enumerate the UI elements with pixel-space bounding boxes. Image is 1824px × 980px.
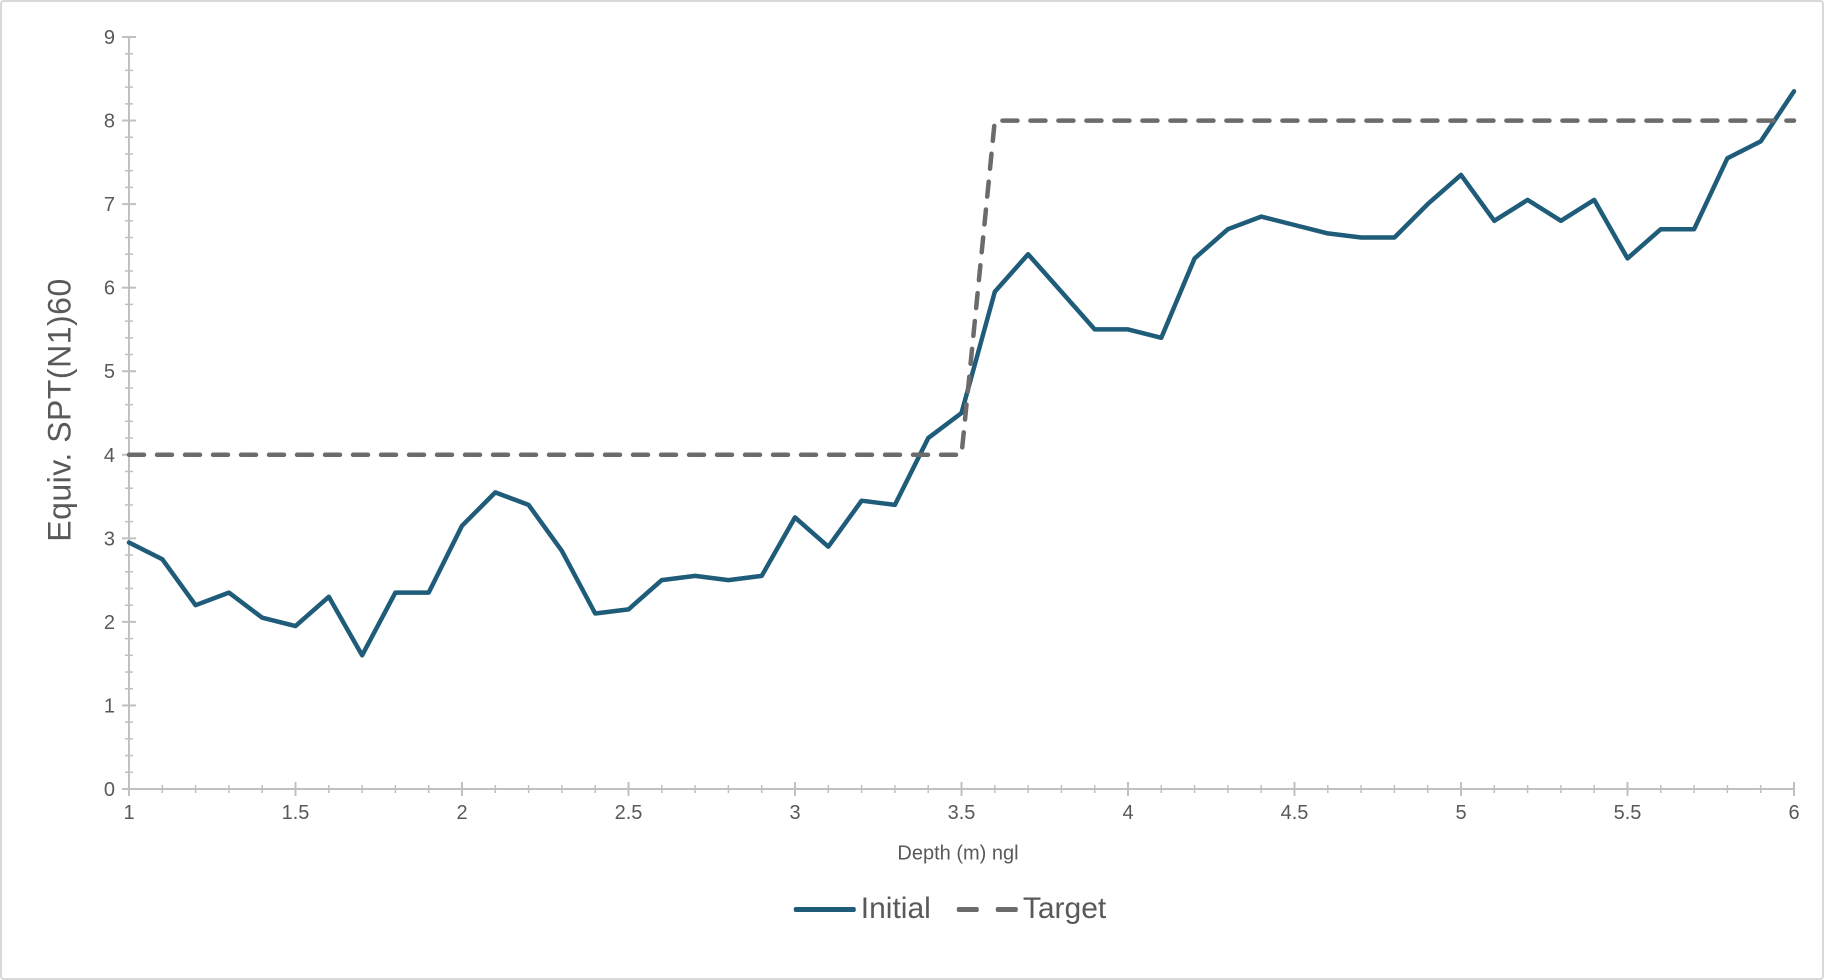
y-tick-label-4: 4 — [104, 445, 115, 467]
y-axis-title: Equiv. SPT(N1)60 — [41, 278, 78, 542]
target-line-swatch — [956, 906, 1018, 912]
x-axis-ticks: 1 1.5 2 2.5 3 3.5 4 4.5 5 5.5 6 — [123, 782, 1800, 824]
legend: Initial Target — [793, 892, 1107, 926]
y-tick-label-2: 2 — [104, 612, 115, 634]
dash-segment — [956, 906, 979, 912]
y-tick-label-1: 1 — [104, 695, 115, 717]
dash-segment — [995, 906, 1018, 912]
legend-label-target: Target — [1022, 892, 1107, 925]
y-axis-ticks: 0 1 2 3 4 5 6 7 8 9 — [104, 27, 136, 801]
x-tick-label-5.5: 5.5 — [1614, 802, 1642, 824]
initial-line-swatch — [793, 906, 856, 912]
x-tick-label-2: 2 — [456, 802, 467, 824]
y-tick-label-7: 7 — [104, 194, 115, 216]
series-target-line — [126, 118, 1797, 458]
x-tick-label-5: 5 — [1455, 802, 1466, 824]
y-tick-label-8: 8 — [104, 111, 115, 133]
x-tick-label-6: 6 — [1788, 802, 1799, 824]
legend-label-initial: Initial — [860, 892, 931, 925]
x-tick-label-3: 3 — [789, 802, 800, 824]
series-initial-line — [126, 89, 1797, 658]
y-tick-label-6: 6 — [104, 278, 115, 300]
x-axis-title: Depth (m) ngl — [897, 842, 1019, 865]
y-tick-label-0: 0 — [104, 779, 115, 801]
y-tick-label-9: 9 — [104, 27, 115, 49]
x-tick-label-4.5: 4.5 — [1281, 802, 1309, 824]
y-tick-label-5: 5 — [104, 361, 115, 383]
x-tick-label-1.5: 1.5 — [282, 802, 310, 824]
x-tick-label-3.5: 3.5 — [948, 802, 976, 824]
legend-item-target: Target — [956, 892, 1107, 926]
x-tick-label-1: 1 — [123, 802, 134, 824]
legend-item-initial: Initial — [793, 892, 931, 926]
x-tick-label-4: 4 — [1122, 802, 1133, 824]
x-tick-label-2.5: 2.5 — [615, 802, 643, 824]
y-tick-label-3: 3 — [104, 528, 115, 550]
